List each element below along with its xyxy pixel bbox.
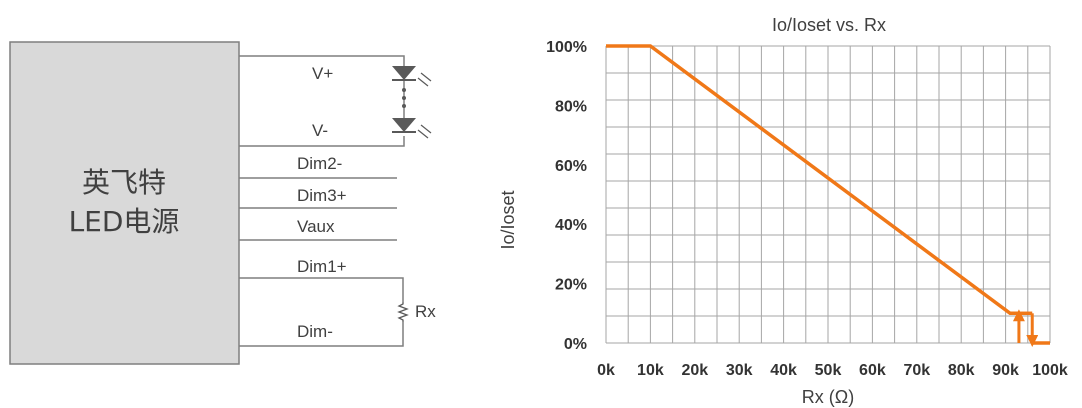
led-icon (392, 118, 432, 139)
chart-title: Io/Ioset vs. Rx (772, 15, 886, 35)
power-supply-box (9, 41, 240, 365)
x-tick-label: 30k (726, 362, 753, 379)
v-plus-label: V+ (312, 64, 333, 83)
chart-series (606, 44, 1050, 347)
x-tick-label: 40k (770, 362, 797, 379)
rx-label: Rx (415, 302, 436, 321)
power-supply-model: LED电源 (69, 205, 180, 238)
x-tick-label: 70k (903, 362, 930, 379)
x-tick-label: 20k (681, 362, 708, 379)
y-tick-label: 40% (555, 217, 587, 234)
y-tick-labels: 0% 20% 40% 60% 80% 100% (546, 39, 587, 353)
dim1-plus-label: Dim1+ (297, 257, 347, 276)
x-axis-label: Rx (Ω) (802, 387, 854, 407)
power-supply-brand: 英飞特 (82, 166, 166, 199)
y-tick-label: 0% (564, 336, 587, 353)
dim3-plus-label: Dim3+ (297, 186, 347, 205)
dim2-minus-label: Dim2- (297, 154, 342, 173)
resistor-icon (397, 302, 409, 322)
led-icon (392, 66, 432, 87)
y-tick-label: 100% (546, 39, 587, 56)
curve-line (606, 44, 1019, 316)
v-minus-label: V- (312, 121, 328, 140)
x-tick-label: 50k (815, 362, 842, 379)
x-tick-labels: 0k 10k 20k 30k 40k 50k 60k 70k 80k 90k 100k (597, 362, 1068, 379)
y-tick-label: 20% (555, 277, 587, 294)
x-tick-label: 100k (1032, 362, 1068, 379)
dim-wires (239, 177, 404, 347)
dim-minus-label: Dim- (297, 322, 333, 341)
x-tick-label: 80k (948, 362, 975, 379)
x-tick-label: 10k (637, 362, 664, 379)
x-tick-label: 0k (597, 362, 615, 379)
led-chain-dots-icon (402, 88, 406, 108)
y-tick-label: 60% (555, 158, 587, 175)
chart: Io/Ioset vs. Rx 0k 10k 20k 30k 40k 50k 60k 70k 8… (498, 15, 1068, 407)
x-tick-label: 60k (859, 362, 886, 379)
chart-grid (605, 45, 1051, 344)
x-tick-label: 90k (992, 362, 1019, 379)
y-tick-label: 80% (555, 98, 587, 115)
y-axis-label: Io/Ioset (498, 190, 518, 249)
vaux-label: Vaux (297, 217, 335, 236)
wiring-diagram: 英飞特 LED电源 V+ V- (9, 41, 436, 365)
